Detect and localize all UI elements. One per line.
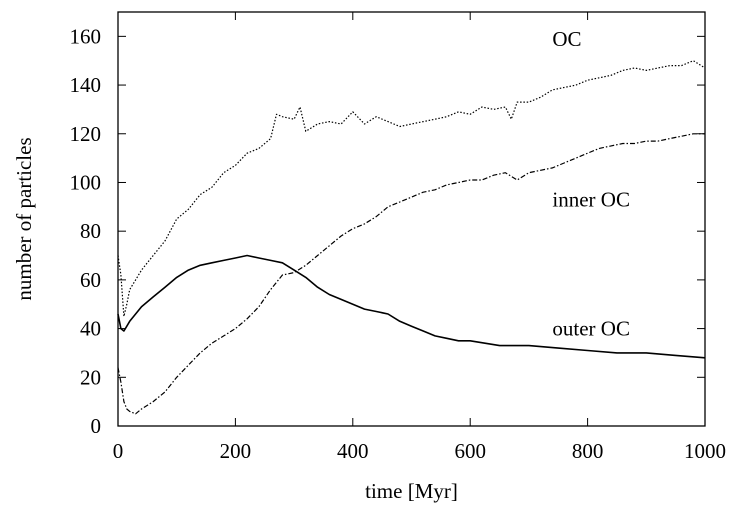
y-tick-label: 40 (80, 317, 101, 341)
series-annotation: OC (552, 27, 581, 51)
plot-frame (117, 11, 706, 427)
y-tick-label: 80 (80, 219, 101, 243)
series-annotations: OC inner OC outer OC (552, 27, 630, 341)
series-layer (117, 60, 706, 415)
x-tick-label: 1000 (684, 439, 726, 463)
y-tick-label: 100 (70, 170, 102, 194)
x-axis-label: time [Myr] (365, 479, 458, 503)
x-tick-label: 400 (337, 439, 369, 463)
y-axis-label: number of particles (12, 137, 36, 300)
series-line-1 (117, 133, 705, 415)
x-tick-label: 0 (113, 439, 124, 463)
y-tick-label: 20 (80, 365, 101, 389)
y-tick-label: 60 (80, 268, 101, 292)
y-tick-label: 0 (91, 414, 102, 438)
series-line-2 (117, 254, 706, 359)
y-tick-label: 140 (70, 73, 102, 97)
x-tick-label: 200 (220, 439, 252, 463)
series-annotation: outer OC (552, 317, 630, 341)
y-tick-label: 120 (70, 122, 102, 146)
series-line-0 (117, 60, 706, 317)
x-tick-label: 600 (454, 439, 486, 463)
tick-labels: 0 200 400 600 800 1000 0 20 40 60 80 100 120 140 160 (70, 24, 727, 463)
y-tick-label: 160 (70, 24, 102, 48)
axis-ticks (117, 12, 706, 427)
x-tick-label: 800 (572, 439, 604, 463)
series-annotation: inner OC (552, 188, 630, 212)
